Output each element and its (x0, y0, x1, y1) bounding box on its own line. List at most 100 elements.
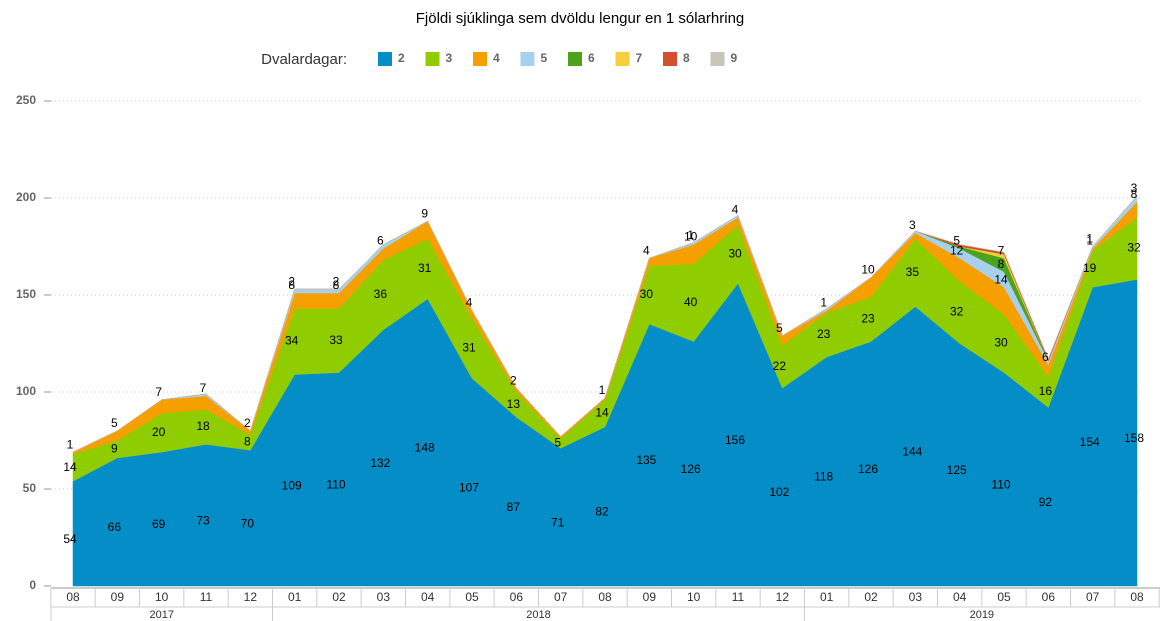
chart-title: Fjöldi sjúklinga sem dvöldu lengur en 1 … (416, 10, 745, 27)
legend-label: 2 (398, 51, 405, 65)
data-label: 23 (817, 327, 831, 341)
data-label: 6 (377, 234, 384, 248)
legend-swatch (520, 52, 535, 66)
data-label: 3 (909, 218, 916, 232)
x-tick-label: 08 (66, 590, 80, 604)
data-label: 135 (636, 453, 656, 467)
data-label: 36 (374, 287, 388, 301)
data-label: 30 (994, 336, 1008, 350)
data-label: 7 (200, 381, 207, 395)
x-tick-label: 02 (864, 590, 878, 604)
data-label: 66 (108, 520, 122, 534)
data-label: 14 (994, 272, 1008, 286)
legend-label: 9 (731, 51, 738, 65)
x-tick-label: 07 (1086, 590, 1100, 604)
data-label: 5 (776, 321, 783, 335)
data-label: 34 (285, 334, 299, 348)
data-label: 144 (902, 444, 922, 458)
data-label: 40 (684, 295, 698, 309)
data-label: 4 (466, 296, 473, 310)
x-tick-label: 11 (200, 590, 213, 604)
data-label: 20 (152, 425, 166, 439)
data-label: 8 (998, 257, 1005, 271)
data-label: 2 (288, 274, 295, 288)
legend-title: Dvalardagar: (261, 51, 347, 68)
data-label: 8 (1131, 187, 1138, 201)
x-tick-label: 07 (554, 590, 568, 604)
data-label: 110 (991, 477, 1010, 491)
data-label: 14 (63, 460, 77, 474)
data-label: 8 (244, 435, 251, 449)
data-label: 154 (1080, 435, 1100, 449)
data-label: 3 (1131, 181, 1138, 195)
data-label: 32 (1127, 241, 1141, 255)
x-tick-label: 10 (687, 590, 701, 604)
data-label: 109 (282, 478, 302, 492)
y-tick-label: 100 (16, 384, 36, 398)
data-label: 1 (67, 437, 74, 451)
x-tick-label: 05 (997, 590, 1011, 604)
data-label: 1 (599, 383, 606, 397)
legend-label: 6 (588, 51, 595, 65)
data-label: 87 (507, 500, 521, 514)
data-label: 33 (329, 333, 343, 347)
data-label: 92 (1039, 495, 1053, 509)
data-label: 71 (551, 515, 565, 529)
data-label: 1 (820, 296, 827, 310)
data-label: 6 (1042, 350, 1049, 364)
x-tick-label: 12 (776, 590, 790, 604)
x-tick-label: 08 (1130, 590, 1144, 604)
data-label: 13 (507, 397, 521, 411)
data-label: 9 (421, 206, 428, 220)
data-label: 8 (333, 278, 340, 292)
y-tick-label: 50 (23, 481, 37, 495)
data-label: 2 (244, 416, 251, 430)
data-label: 19 (1083, 261, 1097, 275)
legend-label: 4 (493, 51, 500, 65)
data-label: 9 (111, 441, 118, 455)
data-label: 126 (858, 462, 878, 476)
x-tick-label: 01 (820, 590, 834, 604)
legend-label: 8 (683, 51, 690, 65)
x-tick-label: 12 (244, 590, 258, 604)
x-tick-label: 04 (953, 590, 967, 604)
x-tick-label: 01 (288, 590, 302, 604)
legend-swatch (425, 52, 440, 66)
y-tick-label: 150 (16, 287, 36, 301)
data-label: 7 (155, 385, 162, 399)
data-label: 69 (152, 517, 166, 531)
data-label: 16 (1039, 384, 1053, 398)
data-label: 2 (510, 373, 517, 387)
legend-swatch (473, 52, 487, 66)
year-label: 2019 (970, 609, 994, 621)
x-tick-label: 09 (111, 590, 125, 604)
data-label: 32 (950, 305, 964, 319)
data-label: 8 (288, 278, 295, 292)
legend-swatch (710, 52, 725, 66)
data-label: 5 (554, 436, 561, 450)
legend-swatch (568, 52, 582, 66)
data-label: 82 (595, 505, 609, 519)
data-label: 1 (1086, 234, 1093, 248)
data-label: 35 (906, 265, 920, 279)
data-label: 132 (370, 456, 390, 470)
data-label: 126 (681, 462, 701, 476)
year-label: 2018 (526, 609, 550, 621)
data-label: 18 (196, 419, 210, 433)
data-label: 2 (333, 274, 340, 288)
year-label: 2017 (150, 609, 174, 621)
x-tick-label: 02 (332, 590, 346, 604)
data-label: 1 (687, 228, 694, 242)
x-tick-label: 06 (510, 590, 524, 604)
data-label: 14 (595, 406, 609, 420)
data-label: 110 (326, 477, 345, 491)
x-tick-label: 05 (465, 590, 479, 604)
data-label: 5 (111, 416, 118, 430)
data-label: 31 (418, 261, 432, 275)
data-label: 30 (728, 246, 742, 260)
data-label: 7 (998, 243, 1005, 257)
x-tick-label: 03 (909, 590, 923, 604)
legend-label: 7 (636, 51, 643, 65)
data-label: 70 (241, 516, 255, 530)
data-label: 4 (643, 243, 650, 257)
